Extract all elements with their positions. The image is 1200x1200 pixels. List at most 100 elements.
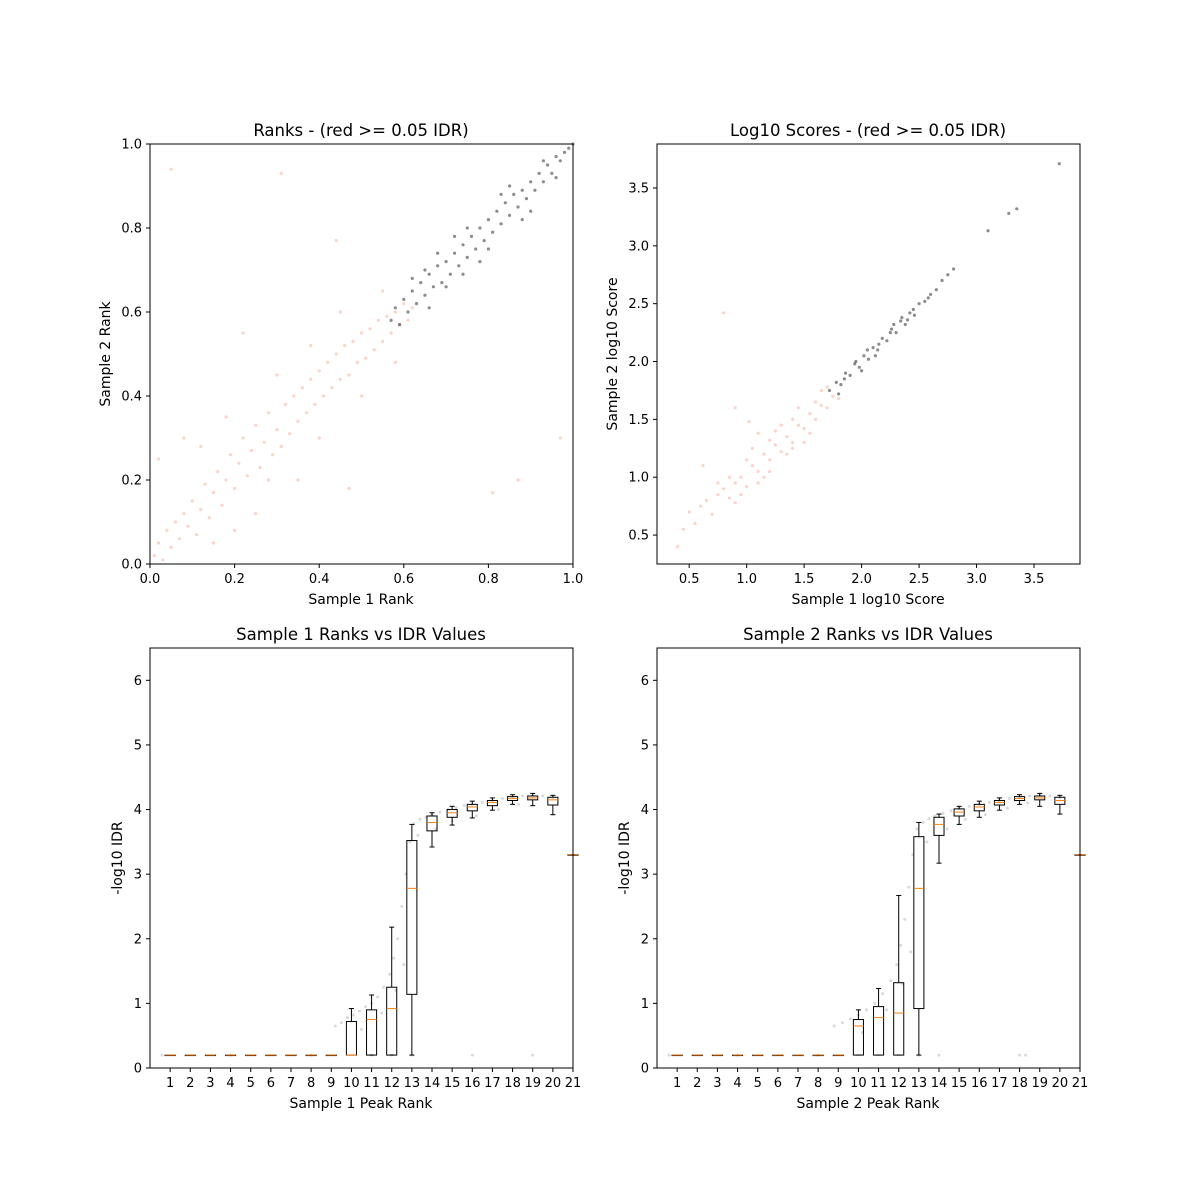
- idr-point: [963, 817, 967, 821]
- sample1-boxplot-panel: Sample 1 Ranks vs IDR Values Sample 1 Pe…: [110, 625, 581, 1112]
- fail-point: [182, 511, 186, 516]
- log10-x-axis-label: Sample 1 log10 Score: [791, 592, 944, 608]
- fail-point: [491, 491, 495, 495]
- x-tick-label: 12: [383, 1076, 400, 1091]
- pass-point: [491, 230, 495, 234]
- y-tick-label: 0.8: [121, 222, 142, 237]
- idr-point: [339, 1021, 343, 1025]
- pass-point: [389, 318, 393, 322]
- pass-point: [457, 264, 461, 268]
- box-3: [711, 1054, 723, 1057]
- box-2: [691, 1054, 703, 1057]
- pass-point: [507, 184, 512, 188]
- fail-point: [779, 423, 783, 427]
- fail-point: [745, 458, 749, 462]
- x-tick-label: 0.0: [140, 572, 161, 587]
- fail-point: [220, 503, 224, 507]
- pass-point: [839, 383, 843, 387]
- box-body: [973, 803, 985, 812]
- fail-point: [296, 478, 300, 482]
- box-16: [466, 800, 478, 819]
- idr-point: [848, 1017, 852, 1021]
- fail-point: [750, 464, 755, 468]
- fail-point: [747, 420, 751, 424]
- x-tick-label: 12: [890, 1076, 907, 1091]
- fail-point: [152, 554, 156, 558]
- box-11: [873, 988, 885, 1056]
- x-tick-label: 14: [424, 1076, 441, 1091]
- box-15: [446, 805, 458, 826]
- y-tick-label: 1.5: [628, 413, 649, 428]
- pass-point: [461, 272, 465, 276]
- x-tick-label: 20: [1052, 1076, 1069, 1091]
- fail-point: [825, 385, 829, 389]
- x-tick-label: 7: [287, 1076, 295, 1091]
- y-tick-label: 0.2: [121, 474, 142, 489]
- pass-point: [461, 243, 465, 247]
- fail-point: [347, 373, 351, 377]
- idr-point: [345, 1016, 349, 1020]
- x-tick-label: 8: [307, 1076, 315, 1091]
- x-tick-label: 3: [713, 1076, 721, 1091]
- box-body: [426, 815, 438, 832]
- pass-point: [452, 251, 457, 255]
- x-tick-label: 10: [343, 1076, 360, 1091]
- pass-point: [567, 146, 571, 150]
- x-tick-label: 19: [1031, 1076, 1048, 1091]
- x-tick-label: 3: [206, 1076, 214, 1091]
- fail-point: [393, 360, 397, 364]
- pass-point: [558, 159, 562, 163]
- x-tick-label: 17: [991, 1076, 1008, 1091]
- x-tick-label: 19: [524, 1076, 541, 1091]
- x-tick-label: 0.6: [393, 572, 414, 587]
- box-6: [772, 1054, 784, 1057]
- fail-point: [791, 440, 795, 445]
- pass-point: [940, 278, 944, 283]
- pass-point: [423, 293, 427, 297]
- pass-point: [469, 234, 474, 238]
- pass-point: [393, 306, 397, 310]
- y-tick-label: 5: [134, 738, 142, 753]
- fail-point: [368, 327, 372, 331]
- box-body: [406, 840, 418, 995]
- pass-point: [419, 281, 423, 285]
- pass-point: [837, 392, 841, 396]
- fail-point: [831, 394, 835, 398]
- idr-point: [903, 917, 907, 921]
- pass-point: [440, 281, 444, 285]
- fail-point: [241, 436, 245, 440]
- pass-point: [486, 247, 490, 251]
- box-body: [547, 796, 559, 806]
- box-10: [345, 1008, 357, 1056]
- fail-point: [687, 510, 691, 514]
- pass-point: [431, 285, 436, 289]
- pass-point: [853, 362, 857, 366]
- box-body: [933, 816, 945, 836]
- fail-point: [304, 411, 309, 415]
- fail-point: [355, 360, 359, 364]
- idr-point: [333, 1024, 337, 1028]
- x-tick-label: 13: [911, 1076, 928, 1091]
- y-tick-label: 3: [641, 868, 649, 883]
- idr-point: [941, 811, 945, 815]
- sample1-panel-title: Sample 1 Ranks vs IDR Values: [236, 625, 486, 644]
- fail-point: [317, 436, 321, 440]
- axes-frame: [656, 143, 1081, 565]
- x-tick-label: 2.5: [909, 572, 930, 587]
- box-4: [732, 1054, 744, 1057]
- idr-point: [1028, 794, 1032, 798]
- fail-point: [359, 394, 364, 398]
- pass-point: [499, 192, 503, 196]
- idr-point: [392, 956, 396, 960]
- x-tick-label: 2.0: [851, 572, 872, 587]
- fail-point: [701, 464, 705, 468]
- idr-point: [454, 806, 458, 810]
- pass-point: [1057, 162, 1061, 166]
- plot-area: [152, 142, 575, 562]
- fail-point: [402, 302, 406, 306]
- idr-point: [909, 950, 913, 954]
- x-tick-label: 18: [504, 1076, 521, 1091]
- x-tick-label: 7: [794, 1076, 802, 1091]
- fail-point: [296, 419, 300, 423]
- fail-point: [381, 289, 385, 293]
